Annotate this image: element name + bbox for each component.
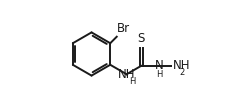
Text: H: H — [156, 70, 162, 79]
Text: S: S — [137, 32, 145, 45]
Text: N: N — [155, 59, 163, 72]
Text: 2: 2 — [179, 68, 184, 77]
Text: H: H — [129, 77, 135, 86]
Text: NH: NH — [118, 68, 135, 81]
Text: Br: Br — [117, 22, 131, 35]
Text: NH: NH — [173, 59, 190, 72]
